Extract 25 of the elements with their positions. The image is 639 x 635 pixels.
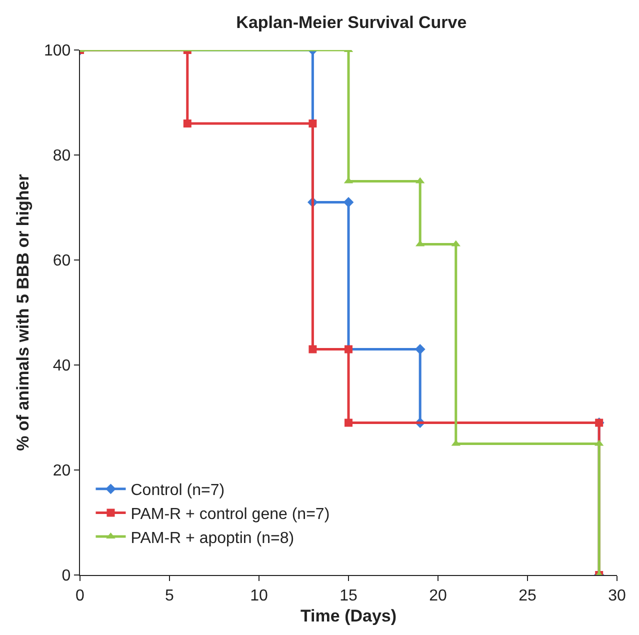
point bbox=[414, 344, 426, 354]
point bbox=[344, 418, 352, 427]
x-tick-label: 20 bbox=[429, 587, 447, 604]
y-tick-label: 20 bbox=[52, 462, 71, 480]
point bbox=[343, 197, 354, 208]
y-tick-label: 100 bbox=[44, 42, 71, 60]
x-tick-label: 0 bbox=[76, 587, 85, 604]
legend-label: PAM-R + apoptin (n=8) bbox=[130, 530, 294, 547]
y-tick-label: 80 bbox=[52, 148, 71, 165]
point bbox=[308, 345, 317, 354]
x-tick-label: 15 bbox=[340, 587, 358, 604]
point bbox=[308, 120, 317, 128]
point bbox=[183, 120, 192, 128]
y-tick-label: 60 bbox=[52, 252, 71, 270]
x-tick-label: 10 bbox=[250, 587, 268, 604]
legend-label: Control (n=7) bbox=[130, 482, 225, 500]
y-tick-label: 40 bbox=[52, 358, 71, 375]
chart-title: Kaplan-Meier Survival Curve bbox=[236, 12, 467, 32]
x-tick-label: 5 bbox=[165, 587, 174, 604]
x-tick-label: 30 bbox=[608, 587, 626, 604]
x-tick-label: 25 bbox=[518, 587, 536, 604]
y-tick-label: 0 bbox=[62, 568, 71, 585]
legend-label: PAM-R + control gene (n=7) bbox=[130, 506, 330, 523]
x-axis-title: Time (Days) bbox=[300, 606, 397, 626]
y-axis-title: % of animals with 5 BBB or higher bbox=[14, 174, 33, 451]
